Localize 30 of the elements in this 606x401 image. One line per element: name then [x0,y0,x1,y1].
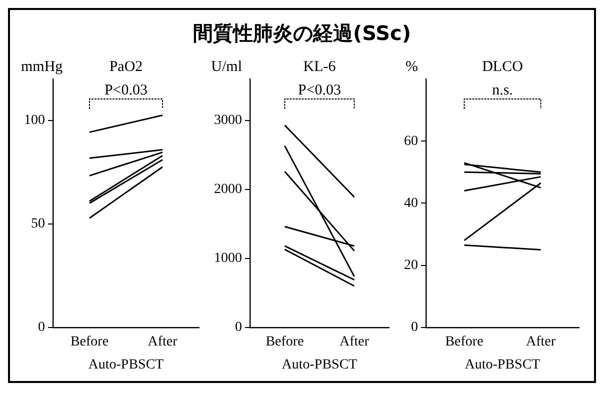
y-tick-label: 50 [31,216,45,232]
chart-title: KL-6 [303,58,336,75]
x-axis-title: Auto-PBSCT [282,357,358,372]
y-tick-label: 60 [404,134,418,149]
y-axis-title: U/ml [211,58,242,75]
y-tick-label: 0 [38,320,45,336]
y-axis-title: mmHg [21,58,64,75]
chart-title: DLCO [482,58,524,75]
x-tick-label: Before [70,334,109,350]
chart-title: PaO2 [109,58,143,75]
y-tick-label: 3000 [214,113,242,128]
annotation: n.s. [492,82,513,98]
x-tick-label: Before [266,334,304,350]
y-tick-label: 0 [411,320,418,336]
y-tick-label: 100 [24,113,45,128]
y-tick-label: 40 [404,196,418,211]
y-tick-label: 20 [404,258,418,273]
y-tick-label: 1000 [214,251,242,266]
annotation: P<0.03 [298,82,342,98]
x-tick-label: After [339,334,370,350]
x-axis-title: Auto-PBSCT [464,357,541,372]
y-tick-label: 2000 [214,182,242,198]
text: 間質性肺炎の経過(SSc) [192,20,412,47]
annotation: P<0.03 [104,82,148,98]
x-tick-label: Before [445,334,484,350]
x-tick-label: After [526,334,556,350]
y-axis-title: % [406,58,418,75]
x-tick-label: After [148,334,178,350]
y-tick-label: 0 [235,320,242,336]
x-axis-title: Auto-PBSCT [88,357,164,372]
